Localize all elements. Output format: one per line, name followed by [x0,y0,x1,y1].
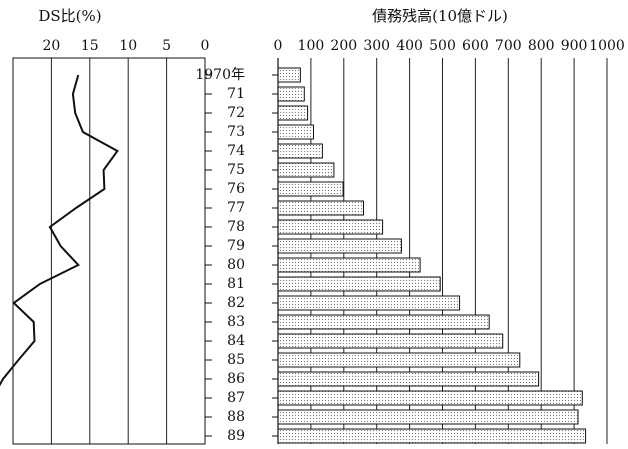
ds-ratio-panel: DS比(%) 20 15 10 5 0 [0,7,212,445]
debt-panel: 債務残高(10億ドル) 0 100 200 300 400 500 600 700 800 900… [272,7,625,444]
year-label: 1970年 [195,67,245,83]
year-label: 84 [227,333,245,349]
ds-x-tick-label: 20 [42,38,60,54]
year-label: 85 [227,352,245,368]
debt-x-tick-label: 500 [429,38,456,54]
year-label: 81 [227,276,245,292]
year-label: 74 [227,143,245,159]
year-labels: 1970年 71 72 73 74 75 76 77 78 79 80 81 82 83 84 85 86 87 8… [195,67,245,444]
debt-bar [277,428,587,444]
ds-ratio-frame [12,57,206,445]
debt-bar [277,390,583,406]
debt-x-ticks: 0 100 200 300 400 500 600 700 800 900 1000 [274,38,625,54]
year-label: 72 [227,105,245,121]
debt-x-tick-label: 800 [528,38,555,54]
year-label: 78 [227,219,245,235]
debt-x-tick-label: 0 [274,38,283,54]
debt-bar [277,162,335,178]
debt-bar [277,143,323,159]
debt-bar [277,295,461,311]
year-label: 71 [227,86,245,102]
ds-ratio-line [0,74,119,387]
debt-bar [277,276,441,292]
debt-x-tick-label: 600 [462,38,489,54]
year-label: 88 [227,409,245,425]
debt-bar [277,333,504,349]
debt-bar [277,219,384,235]
debt-x-tick-label: 300 [363,38,390,54]
debt-x-tick-label: 700 [495,38,522,54]
debt-bar [277,409,579,425]
debt-title: 債務残高(10億ドル) [372,7,508,25]
year-label: 86 [227,371,245,387]
year-label: 82 [227,295,245,311]
debt-x-tick-label: 1000 [589,38,625,54]
ds-ratio-gridlines [50,58,168,444]
year-label: 77 [227,200,245,216]
debt-y-ticks [272,74,278,437]
debt-x-tick-label: 100 [298,38,325,54]
debt-bar [277,314,490,330]
ds-x-tick-label: 5 [162,38,171,54]
debt-bar [277,352,521,368]
ds-x-tick-label: 0 [201,38,210,54]
ds-x-tick-label: 15 [81,38,99,54]
debt-x-tick-label: 200 [330,38,357,54]
debt-bar [277,105,309,121]
year-label: 79 [227,238,245,254]
ds-ratio-y-ticks [205,74,212,437]
debt-x-tick-label: 900 [561,38,588,54]
debt-bar [277,181,344,197]
year-label: 75 [227,162,245,178]
debt-bar [277,124,314,140]
ds-ratio-x-ticks: 20 15 10 5 0 [42,38,209,54]
debt-bar [277,257,421,273]
ds-x-tick-label: 10 [119,38,137,54]
debt-bar [277,371,540,387]
debt-bar [277,67,301,83]
year-label: 83 [227,314,245,330]
ds-ratio-title: DS比(%) [38,7,101,25]
year-label: 76 [227,181,245,197]
year-label: 87 [227,390,245,406]
year-label: 89 [227,428,245,444]
debt-x-tick-label: 400 [396,38,423,54]
year-label: 80 [227,257,245,273]
debt-bars [277,67,587,444]
debt-bar [277,86,305,102]
year-label: 73 [227,124,245,140]
debt-bar [277,200,364,216]
debt-bar [277,238,402,254]
